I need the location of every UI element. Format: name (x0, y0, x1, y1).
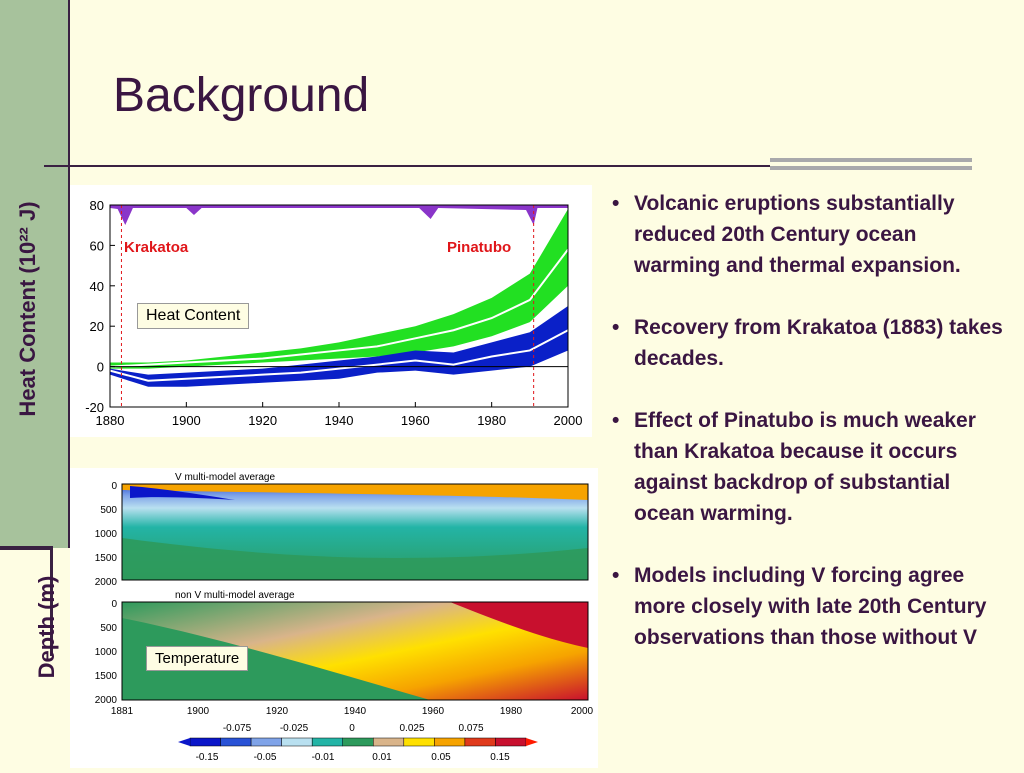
bullet-item: Models including V forcing agree more cl… (612, 560, 1007, 653)
y-axis-label-depth: Depth (m) (34, 575, 59, 679)
colorbar-top-label: 0.075 (458, 723, 483, 734)
colorbar-swatch (342, 737, 374, 747)
y-tick-label: -20 (85, 400, 104, 415)
colorbar-swatch (250, 737, 282, 747)
depth-tick: 0 (111, 481, 117, 492)
colorbar-swatch (373, 737, 405, 747)
depth-x-tick: 1980 (500, 706, 523, 717)
series-mean-1 (109, 329, 569, 382)
bullet-item: Effect of Pinatubo is much weaker than K… (612, 405, 1007, 529)
colorbar-bottom-label: 0.05 (431, 752, 451, 763)
slide-title: Background (113, 69, 370, 122)
pinatubo-label: Pinatubo (447, 239, 512, 256)
series-mean-0 (109, 248, 569, 368)
x-tick-label: 1880 (96, 413, 125, 428)
colorbar-swatch (220, 737, 252, 747)
title-rule-accent (770, 158, 972, 178)
volcanic-forcing-band (110, 205, 568, 225)
depth-tick: 2000 (95, 695, 118, 706)
colorbar-arrow-left (178, 738, 190, 746)
colorbar-bottom-label: 0.01 (372, 752, 392, 763)
depth-tick: 500 (100, 623, 117, 634)
depth-tick: 1500 (95, 671, 118, 682)
depth-tick: 500 (100, 505, 117, 516)
v-panel-title: V multi-model average (175, 472, 275, 483)
bullet-item: Recovery from Krakatoa (1883) takes deca… (612, 312, 1007, 374)
v-panel-deep (122, 538, 588, 580)
nonv-panel-title: non V multi-model average (175, 590, 295, 601)
v-panel-cold-core (130, 486, 235, 500)
sidebar-lower (0, 548, 68, 768)
depth-tick: 1500 (95, 553, 118, 564)
colorbar-swatch (434, 737, 466, 747)
title-rule (44, 165, 770, 167)
y-tick-label: 0 (97, 360, 104, 375)
colorbar-swatch (189, 737, 221, 747)
divider-horizontal (0, 546, 50, 550)
x-tick-label: 1960 (401, 413, 430, 428)
nonv-panel-deep (122, 618, 430, 700)
nonv-panel-surface-warm (450, 602, 588, 648)
colorbar-swatch (311, 737, 343, 747)
colorbar-swatch (403, 737, 435, 747)
colorbar-bottom-label: -0.15 (196, 752, 219, 763)
colorbar-swatch (464, 737, 496, 747)
depth-temperature-chart: V multi-model average non V multi-model … (70, 468, 598, 768)
depth-x-tick: 1900 (187, 706, 210, 717)
depth-tick: 1000 (95, 529, 118, 540)
temperature-label: Temperature (146, 646, 249, 671)
colorbar-top-label: -0.025 (280, 723, 309, 734)
depth-x-tick: 1960 (422, 706, 445, 717)
y-axis-label-heat: Heat Content (10²² J) (15, 201, 40, 417)
sidebar-divider (68, 0, 70, 548)
divider-vertical (50, 546, 53, 656)
depth-x-tick: 1920 (266, 706, 289, 717)
depth-temperature-svg: V multi-model average non V multi-model … (95, 472, 594, 763)
colorbar-top-label: 0.025 (399, 723, 424, 734)
depth-tick: 0 (111, 599, 117, 610)
bullet-item: Volcanic eruptions substantially reduced… (612, 188, 1007, 281)
colorbar-bottom-label: -0.05 (254, 752, 277, 763)
x-tick-label: 1980 (477, 413, 506, 428)
colorbar-arrow-right (526, 738, 538, 746)
y-tick-label: 40 (90, 279, 104, 294)
y-tick-label: 60 (90, 238, 104, 253)
x-tick-label: 1900 (172, 413, 201, 428)
x-tick-label: 1920 (248, 413, 277, 428)
depth-x-tick: 1940 (344, 706, 367, 717)
v-panel-surface-warm (122, 484, 588, 500)
series-band-0 (110, 209, 568, 369)
depth-x-tick: 1881 (111, 706, 134, 717)
y-tick-label: 20 (90, 319, 104, 334)
colorbar-top-label: -0.075 (223, 723, 252, 734)
depth-tick: 1000 (95, 647, 118, 658)
bullet-list: Volcanic eruptions substantially reduced… (612, 188, 1007, 684)
colorbar-top-label: 0 (349, 723, 355, 734)
colorbar-bottom-label: 0.15 (490, 752, 510, 763)
heat-content-chart: 80 60 40 20 0 -20 1880 1900 1920 1940 1960 1980 2000… (70, 185, 592, 437)
colorbar (178, 737, 538, 747)
x-tick-label: 1940 (325, 413, 354, 428)
colorbar-swatch (495, 737, 527, 747)
x-tick-label: 2000 (554, 413, 583, 428)
colorbar-swatch (281, 737, 313, 747)
heat-content-label: Heat Content (137, 303, 250, 329)
depth-tick: 2000 (95, 577, 118, 588)
depth-x-tick: 2000 (571, 706, 594, 717)
y-tick-label: 80 (90, 198, 104, 213)
krakatoa-label: Krakatoa (124, 239, 189, 256)
colorbar-bottom-label: -0.01 (312, 752, 335, 763)
